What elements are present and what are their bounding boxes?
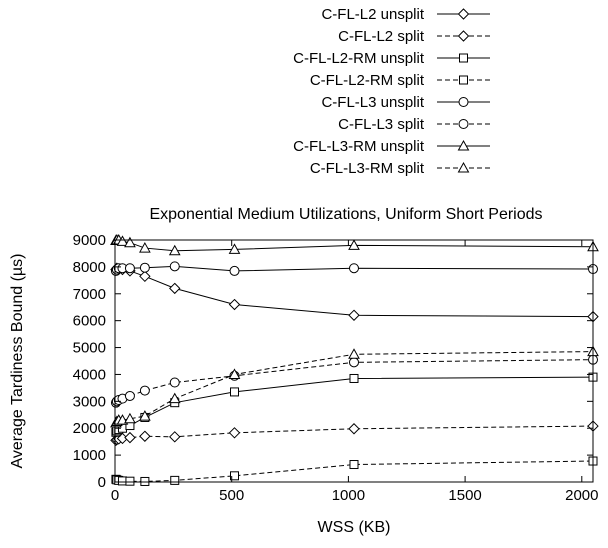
series-point <box>349 263 359 274</box>
series-point <box>139 430 151 442</box>
series-point <box>228 427 241 439</box>
series-point <box>169 431 181 443</box>
legend-entry-label: C-FL-L3 split <box>338 116 425 133</box>
series-4 <box>111 456 598 486</box>
plot-frame <box>114 239 594 483</box>
series-point <box>348 239 360 250</box>
legend-marker <box>458 119 469 129</box>
series-point <box>229 265 240 276</box>
series-point <box>168 244 181 256</box>
series-point <box>170 475 180 485</box>
series-point <box>228 243 241 254</box>
series-point <box>348 309 360 321</box>
series-point <box>139 242 151 253</box>
series-point <box>168 392 181 404</box>
y-tick-label: 4000 <box>73 366 106 383</box>
legend-entry-label: C-FL-L3 unsplit <box>321 94 424 111</box>
series-point <box>139 410 151 421</box>
plot-title: Exponential Medium Utilizations, Uniform… <box>149 206 542 223</box>
legend-marker <box>457 30 470 42</box>
series-point <box>348 423 360 435</box>
series-point <box>124 390 135 401</box>
series-point <box>140 476 150 486</box>
legend: C-FL-L2 unsplit C-FL-L2 split C-FL-L2-RM u… <box>293 6 490 177</box>
legend-entry-label: C-FL-L2 split <box>338 28 425 45</box>
y-tick-label: 7000 <box>73 286 106 303</box>
series-point <box>169 377 180 388</box>
series-5 <box>110 261 598 276</box>
legend-marker <box>457 161 470 173</box>
x-axis-title: WSS (KB) <box>318 519 391 536</box>
series-point <box>228 298 241 311</box>
y-tick-label: 9000 <box>73 232 106 249</box>
legend-entry-label: C-FL-L2-RM split <box>310 72 425 89</box>
series-point <box>349 373 359 383</box>
x-tick-label: 0 <box>111 487 119 504</box>
y-axis-title: Average Tardiness Bound (µs) <box>9 254 26 469</box>
y-axis: 0 1000 2000 3000 4000 5000 6000 7000 8000 9000 <box>73 232 593 491</box>
y-tick-label: 6000 <box>73 313 106 330</box>
x-tick-label: 1000 <box>332 487 365 504</box>
y-tick-label: 2000 <box>73 420 106 437</box>
series-2 <box>110 420 599 447</box>
series-point <box>124 263 135 274</box>
series-point <box>230 471 239 481</box>
legend-marker <box>457 8 470 20</box>
x-tick-label: 500 <box>219 487 244 504</box>
x-axis: 0 500 1000 1500 2000 <box>111 240 598 504</box>
series-point <box>125 476 135 486</box>
legend-entry-label: C-FL-L3-RM unsplit <box>293 138 425 155</box>
y-tick-label: 8000 <box>73 259 106 276</box>
series-point <box>124 412 136 424</box>
series-point <box>116 235 129 246</box>
legend-marker <box>457 139 470 151</box>
series-line <box>115 267 594 318</box>
series-point <box>124 236 136 248</box>
y-tick-label: 5000 <box>73 340 106 357</box>
legend-entry-label: C-FL-L3-RM split <box>310 160 425 177</box>
series-point <box>139 262 150 273</box>
series-point <box>124 431 136 444</box>
y-tick-label: 0 <box>98 474 106 491</box>
legend-marker <box>458 97 469 107</box>
series-8 <box>110 345 599 428</box>
series-point <box>230 387 239 397</box>
series-point <box>349 357 359 368</box>
y-tick-label: 1000 <box>73 447 106 464</box>
series-point <box>169 282 181 295</box>
series-point <box>169 261 180 272</box>
legend-entry-label: C-FL-L2-RM unsplit <box>293 50 425 67</box>
series-7 <box>110 233 599 256</box>
series-point <box>348 348 360 359</box>
series-layer <box>110 233 599 486</box>
legend-entry-label: C-FL-L2 unsplit <box>321 6 424 23</box>
series-point <box>117 476 127 486</box>
series-point <box>139 270 151 283</box>
legend-marker <box>459 75 468 85</box>
x-tick-label: 2000 <box>565 487 598 504</box>
series-point <box>228 368 241 379</box>
y-tick-label: 3000 <box>73 393 106 410</box>
x-tick-label: 1500 <box>448 487 481 504</box>
legend-marker <box>459 53 468 63</box>
series-point <box>139 385 150 396</box>
series-point <box>349 460 359 470</box>
